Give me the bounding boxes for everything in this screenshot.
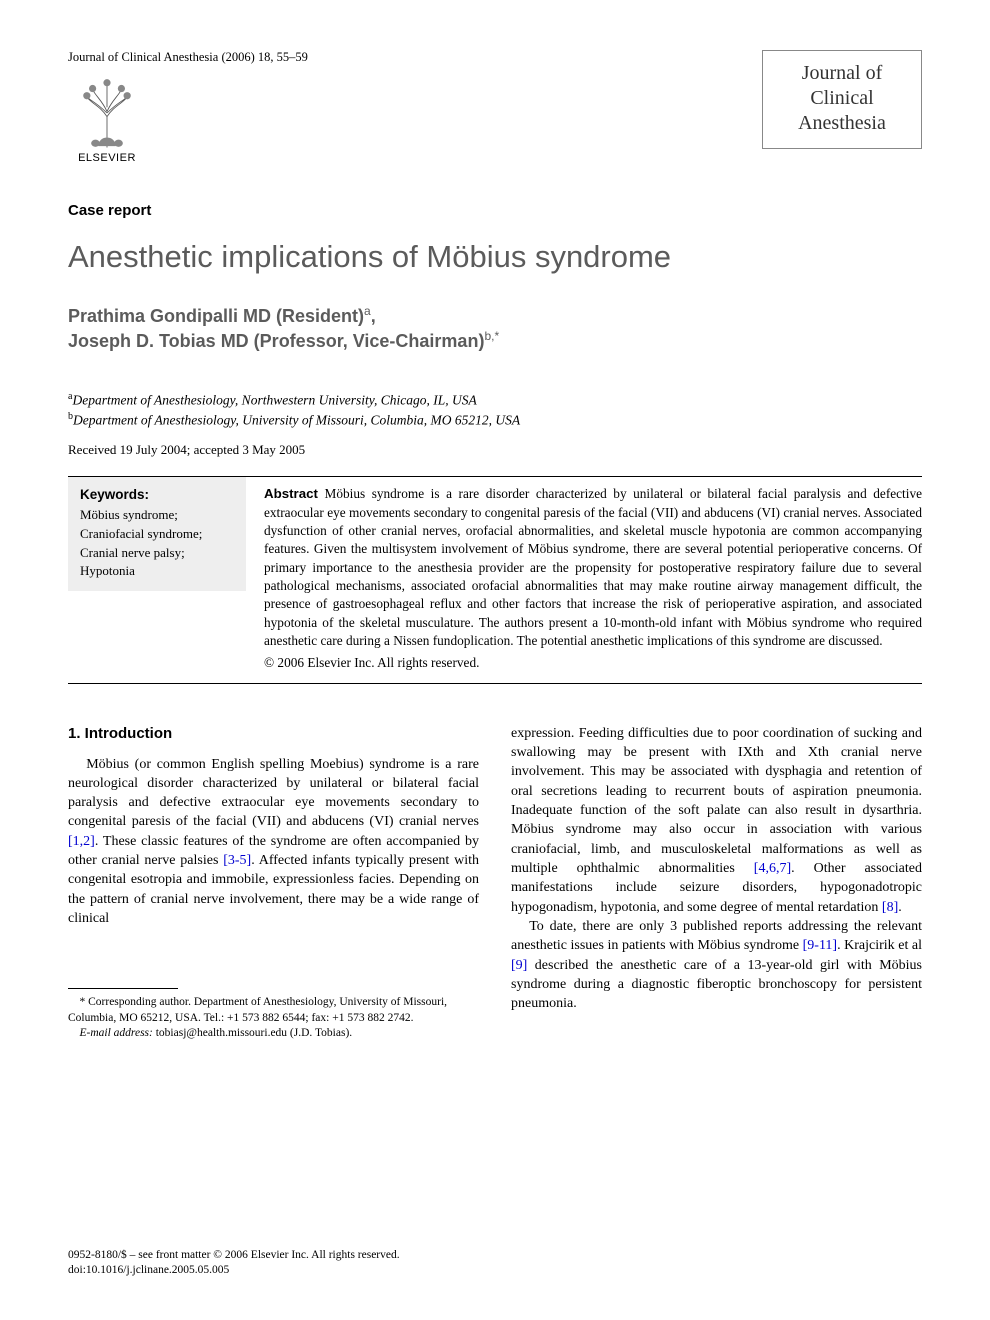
footer-copyright: 0952-8180/$ – see front matter © 2006 El… [68,1248,400,1263]
abstract-copyright: © 2006 Elsevier Inc. All rights reserved… [264,654,922,672]
intro-text-1a: Möbius (or common English spelling Moebi… [68,757,479,830]
column-left: 1. Introduction Möbius (or common Englis… [68,724,479,1042]
journal-reference: Journal of Clinical Anesthesia (2006) 18… [68,50,308,65]
page-root: Journal of Clinical Anesthesia (2006) 18… [0,0,990,1082]
publisher-name: ELSEVIER [78,152,136,164]
email-label: E-mail address: [80,1027,153,1039]
column-right: expression. Feeding difficulties due to … [511,724,922,1042]
abstract-box: Abstract Möbius syndrome is a rare disor… [246,477,922,682]
intro-para-2-right: To date, there are only 3 published repo… [511,917,922,1014]
journal-box-line2: Clinical [777,86,907,111]
publisher-logo-block: ELSEVIER [68,77,146,164]
citation-link-1-2[interactable]: [1,2] [68,834,95,849]
authors-block: Prathima Gondipalli MD (Resident)a, Jose… [68,303,922,354]
citation-link-9[interactable]: [9] [511,958,527,973]
abstract-label: Abstract [264,486,318,501]
corresponding-author-note: * Corresponding author. Department of An… [68,995,479,1026]
email-note: E-mail address: tobiasj@health.missouri.… [68,1026,479,1042]
intro-text-2c: . [898,900,902,915]
author-2-name: Joseph D. Tobias MD (Professor, Vice-Cha… [68,331,484,351]
header-row: Journal of Clinical Anesthesia (2006) 18… [68,50,922,164]
article-title: Anesthetic implications of Möbius syndro… [68,239,922,275]
keywords-list: Möbius syndrome; Craniofacial syndrome; … [80,506,234,581]
section-1-heading: 1. Introduction [68,724,479,745]
intro-para-1-right: expression. Feeding difficulties due to … [511,724,922,917]
citation-link-9-11[interactable]: [9-11] [803,938,837,953]
intro-text-3b: . Krajcirik et al [837,938,922,953]
body-columns: 1. Introduction Möbius (or common Englis… [68,724,922,1042]
citation-link-4-6-7[interactable]: [4,6,7] [754,861,791,876]
author-1-name: Prathima Gondipalli MD (Resident) [68,306,364,326]
citation-link-8[interactable]: [8] [882,900,898,915]
affiliation-b: bDepartment of Anesthesiology, Universit… [68,410,922,430]
footer-doi: doi:10.1016/j.jclinane.2005.05.005 [68,1263,400,1278]
affiliation-a: aDepartment of Anesthesiology, Northwest… [68,390,922,410]
journal-box-line3: Anesthesia [777,111,907,136]
affil-a-text: Department of Anesthesiology, Northweste… [72,392,476,407]
elsevier-tree-icon [71,77,143,149]
affiliations-block: aDepartment of Anesthesiology, Northwest… [68,390,922,431]
author-2-affil-sup: b,* [484,329,499,343]
footnote-separator [68,988,178,989]
journal-box-line1: Journal of [777,61,907,86]
citation-link-3-5[interactable]: [3-5] [223,853,251,868]
footnotes-block: * Corresponding author. Department of An… [68,995,479,1042]
email-value: tobiasj@health.missouri.edu (J.D. Tobias… [153,1027,352,1039]
affil-b-text: Department of Anesthesiology, University… [73,412,520,427]
abstract-text: Möbius syndrome is a rare disorder chara… [264,486,922,648]
abstract-row: Keywords: Möbius syndrome; Craniofacial … [68,476,922,683]
page-footer: 0952-8180/$ – see front matter © 2006 El… [68,1248,400,1278]
keywords-heading: Keywords: [80,485,234,505]
author-1-affil-sup: a [364,304,371,318]
article-dates: Received 19 July 2004; accepted 3 May 20… [68,442,922,458]
intro-para-1-left: Möbius (or common English spelling Moebi… [68,755,479,929]
article-type: Case report [68,202,922,219]
journal-title-box: Journal of Clinical Anesthesia [762,50,922,149]
header-left: Journal of Clinical Anesthesia (2006) 18… [68,50,308,164]
keywords-box: Keywords: Möbius syndrome; Craniofacial … [68,477,246,591]
intro-text-3c: described the anesthetic care of a 13-ye… [511,958,922,1012]
intro-text-2a: expression. Feeding difficulties due to … [511,726,922,876]
